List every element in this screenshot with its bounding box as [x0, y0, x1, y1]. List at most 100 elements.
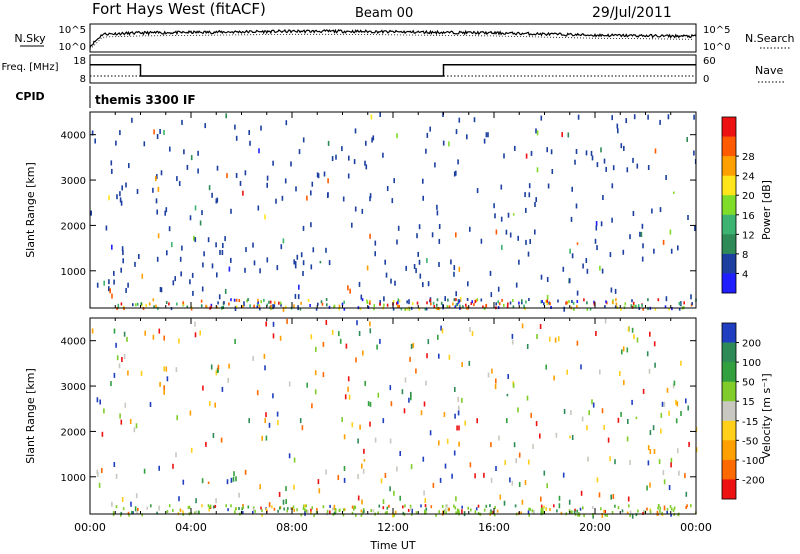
range-cell — [685, 506, 687, 509]
range-cell — [542, 510, 545, 514]
range-cell — [345, 343, 348, 349]
range-cell — [225, 504, 227, 508]
range-cell — [659, 509, 661, 513]
range-cell — [210, 364, 213, 370]
range-cell — [298, 284, 300, 290]
range-cell — [298, 149, 301, 155]
range-cell — [351, 222, 353, 228]
range-cell — [477, 504, 480, 508]
range-cell — [123, 354, 126, 359]
range-cell — [424, 307, 427, 311]
range-cell — [590, 150, 593, 156]
colorbar-tick-label: 12 — [742, 230, 755, 241]
sky-noise-tick-left-top: 10^5 — [59, 25, 86, 36]
range-cell — [603, 158, 606, 164]
range-cell — [668, 307, 670, 311]
range-cell — [446, 438, 449, 444]
range-cell — [576, 304, 578, 308]
range-cell — [333, 504, 336, 510]
colorbar-segment — [722, 156, 736, 176]
range-cell — [669, 505, 672, 509]
range-cell — [351, 505, 354, 509]
colorbar-tick-label: -200 — [742, 475, 765, 486]
range-cell — [282, 238, 285, 244]
range-cell — [506, 393, 509, 397]
range-cell — [389, 438, 392, 444]
range-cell — [442, 304, 444, 307]
range-cell — [476, 298, 479, 302]
range-cell — [214, 504, 217, 508]
range-cell — [611, 217, 613, 223]
range-cell — [266, 257, 269, 263]
range-cell — [235, 135, 238, 141]
range-cell — [669, 229, 672, 235]
range-cell — [360, 513, 363, 517]
range-cell — [606, 514, 608, 517]
range-cell — [392, 512, 394, 518]
range-cell — [562, 472, 565, 478]
range-cell — [378, 504, 381, 508]
range-cell — [268, 300, 270, 304]
range-cell — [422, 195, 424, 201]
range-cell — [207, 481, 210, 484]
range-cell — [619, 371, 621, 376]
range-cell — [131, 510, 133, 514]
range-cell — [268, 422, 271, 428]
range-cell — [677, 245, 679, 251]
range-cell — [513, 442, 516, 448]
range-cell — [591, 506, 594, 509]
range-cell — [526, 395, 529, 401]
range-cell — [458, 299, 461, 303]
range-cell — [373, 304, 376, 307]
range-cell — [649, 482, 651, 488]
range-cell — [215, 370, 218, 376]
range-cell — [617, 506, 620, 510]
range-cell — [361, 463, 363, 469]
range-cell — [459, 304, 461, 308]
range-cell — [355, 357, 357, 363]
range-cell — [653, 248, 655, 254]
range-cell — [294, 293, 297, 299]
range-cell — [657, 504, 660, 507]
range-cell — [482, 305, 484, 309]
range-cell — [560, 511, 563, 515]
range-cell — [120, 267, 122, 273]
range-cell — [632, 157, 634, 163]
range-cell — [377, 511, 379, 515]
range-cell — [444, 508, 447, 512]
range-cell — [518, 301, 520, 305]
range-cell — [113, 372, 116, 378]
range-cell — [186, 164, 189, 170]
range-cell — [208, 508, 210, 512]
range-cell — [529, 507, 532, 511]
range-cell — [422, 456, 425, 462]
range-cell — [485, 303, 488, 307]
y-tick-label: 3000 — [61, 382, 86, 393]
y-tick-label: 1000 — [61, 267, 86, 278]
range-cell — [686, 504, 688, 508]
range-cell — [668, 410, 670, 416]
range-cell — [599, 265, 601, 271]
range-cell — [164, 210, 166, 216]
range-cell — [300, 252, 303, 258]
range-cell — [369, 328, 372, 334]
range-cell — [140, 370, 143, 376]
range-cell — [438, 307, 441, 311]
range-cell — [546, 277, 549, 282]
range-cell — [364, 160, 366, 166]
range-cell — [157, 233, 160, 239]
range-cell — [258, 148, 260, 154]
range-cell — [327, 193, 329, 198]
range-cell — [166, 376, 169, 382]
range-cell — [528, 513, 530, 517]
range-cell — [134, 261, 136, 267]
range-cell — [252, 242, 254, 248]
range-cell — [326, 509, 329, 513]
range-cell — [207, 504, 210, 508]
range-cell — [659, 207, 662, 213]
range-cell — [424, 498, 427, 503]
range-cell — [245, 247, 247, 253]
power-panel: 1000 2000 3000 4000 Slant Range [km] 4 8 12 16… — [24, 111, 773, 312]
date-label: 29/Jul/2011 — [592, 5, 672, 21]
range-cell — [372, 135, 375, 141]
